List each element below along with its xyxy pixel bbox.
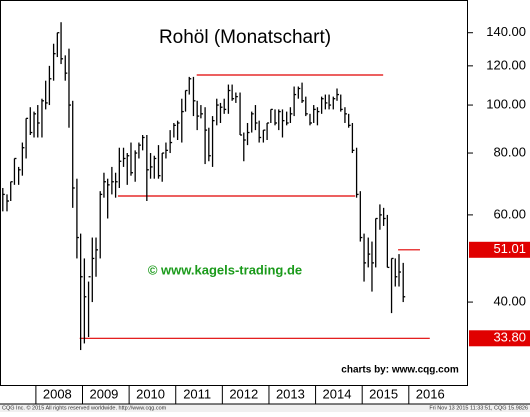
x-tick-label: 2009 <box>89 386 118 401</box>
credit: charts by: www.cqg.com <box>341 365 459 376</box>
plot-frame <box>0 0 468 386</box>
y-tick-label: 100.00 <box>486 96 526 111</box>
chart-title: Rohöl (Monatschart) <box>159 27 331 48</box>
x-tick-label: 2015 <box>369 386 398 401</box>
watermark: © www.kagels-trading.de <box>148 262 302 277</box>
footer-left: CQG Inc. © 2015 All rights reserved worl… <box>2 404 167 411</box>
x-tick-label: 2011 <box>183 386 211 401</box>
footer-right: Fri Nov 13 2015 11:33:51, CQG 15.9826 <box>429 405 528 411</box>
footer-bar <box>0 404 530 412</box>
price-label: 51.01 <box>493 241 526 256</box>
y-tick-label: 120.00 <box>486 57 526 72</box>
y-tick-label: 60.00 <box>493 206 526 221</box>
x-tick-label: 2014 <box>323 386 352 401</box>
y-tick-label: 80.00 <box>493 144 526 159</box>
x-tick-label: 2013 <box>276 386 305 401</box>
y-tick-label: 40.00 <box>493 294 526 309</box>
price-label-box <box>469 241 530 258</box>
price-label: 33.80 <box>493 330 526 345</box>
x-tick-label: 2012 <box>229 386 258 401</box>
price-label-box <box>469 330 530 347</box>
x-tick-label: 2010 <box>136 386 165 401</box>
y-tick-label: 140.00 <box>486 24 526 39</box>
x-tick-label: 2008 <box>43 386 72 401</box>
x-tick-label: 2016 <box>416 386 445 401</box>
